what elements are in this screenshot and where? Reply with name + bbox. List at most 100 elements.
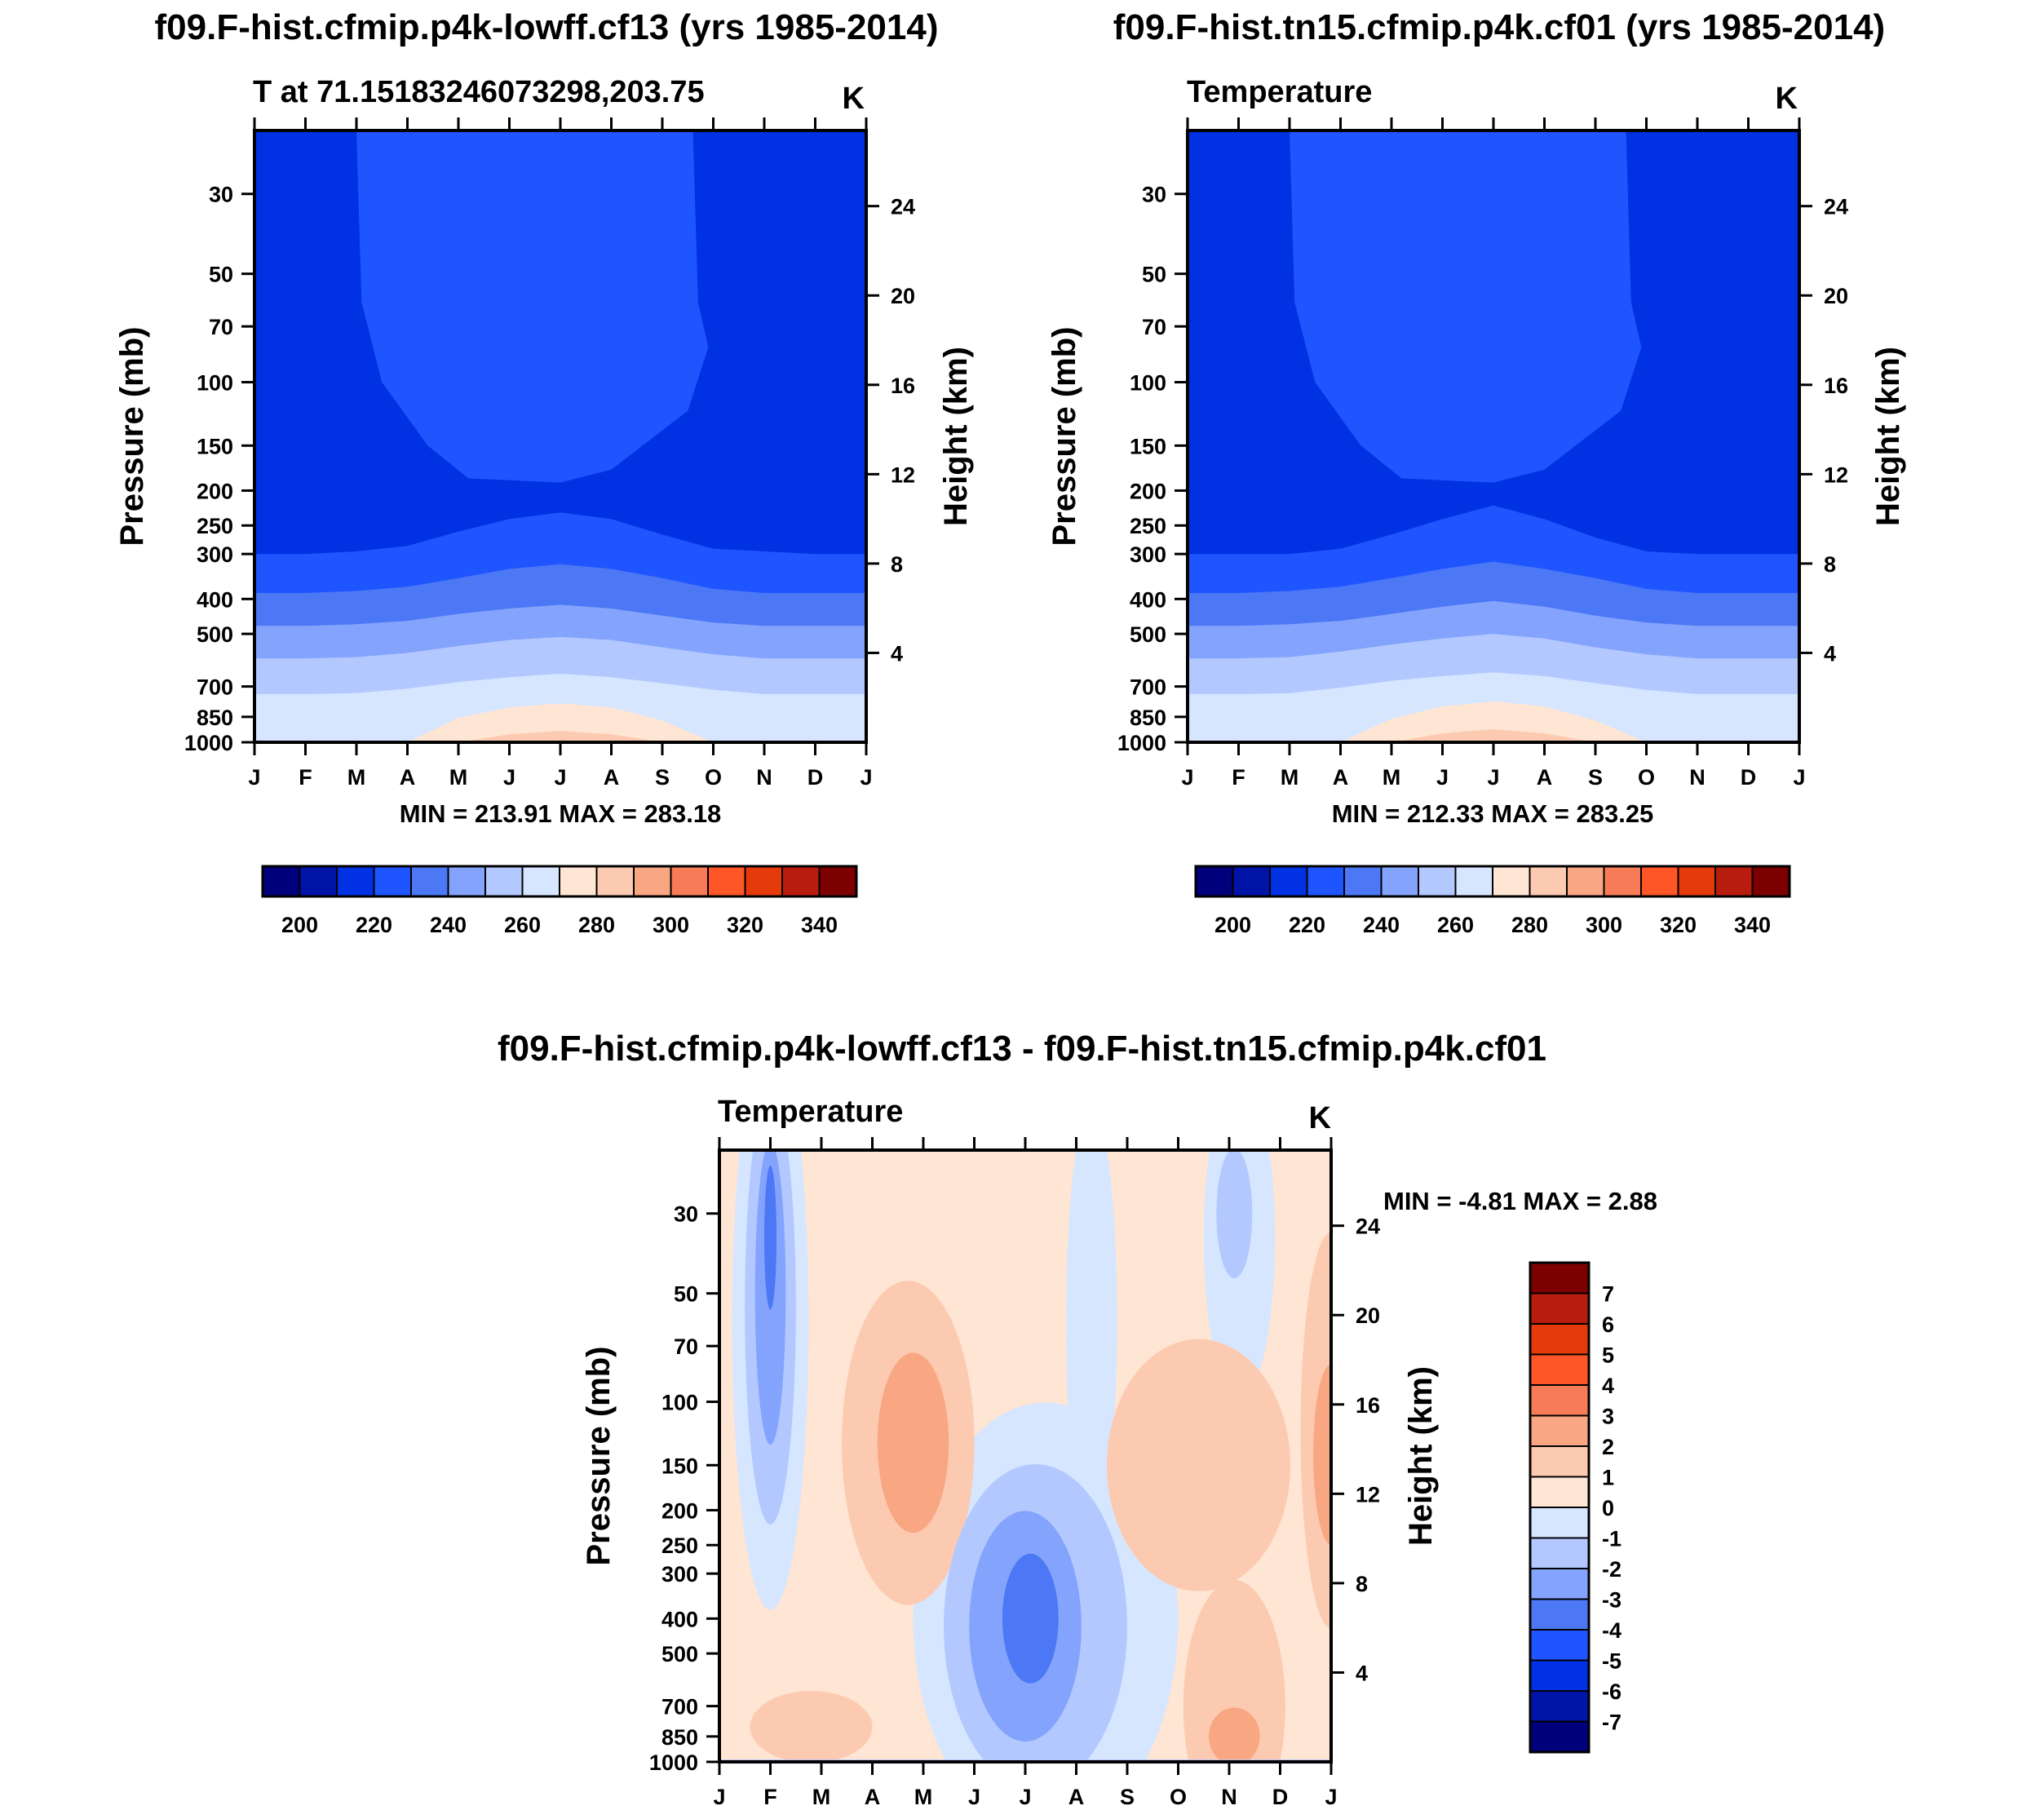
colorbar-swatch — [336, 865, 375, 897]
month-tick-label: J — [503, 765, 515, 790]
colorbar-label: 260 — [504, 913, 541, 937]
month-tick-label: F — [299, 765, 312, 790]
panel-b-subtitle: Temperature — [718, 1095, 903, 1129]
panel-b-height-axis: 24 20 16 12 8 4 — [1331, 1215, 1380, 1685]
height-tick-label: 4 — [1356, 1661, 1368, 1685]
colorbar-swatch — [262, 865, 301, 897]
colorbar-label: 320 — [727, 913, 763, 937]
height-tick-label: 20 — [1356, 1303, 1380, 1328]
month-tick-label: F — [763, 1785, 777, 1809]
colorbar-label: 220 — [356, 913, 392, 937]
panel-tl-units: K — [843, 82, 865, 116]
month-tick-label: M — [1383, 765, 1401, 790]
colorbar-frame — [261, 865, 858, 898]
colorbar-swatch — [484, 865, 524, 897]
contour-fill-band — [1188, 729, 1799, 742]
pressure-tick-label: 700 — [661, 1695, 698, 1719]
colorbar-swatch — [781, 865, 821, 897]
colorbar-swatch — [521, 865, 560, 897]
height-tick-label: 16 — [1824, 374, 1848, 398]
colorbar-swatch — [744, 865, 783, 897]
colorbar-label: 340 — [1734, 913, 1771, 937]
colorbar-swatch — [1603, 865, 1642, 897]
month-tick-label: J — [1019, 1785, 1031, 1809]
height-tick-label: 20 — [1824, 284, 1848, 308]
colorbar-swatch — [1529, 865, 1568, 897]
panel-tr-height-axis: 24 20 16 12 8 4 — [1799, 195, 1848, 666]
colorbar-swatch — [1529, 1292, 1590, 1325]
month-tick-label: A — [1537, 765, 1553, 790]
colorbar-swatch — [1418, 865, 1457, 897]
month-tick-label: D — [1741, 765, 1757, 790]
colorbar-label: 300 — [653, 913, 689, 937]
colorbar-label: -3 — [1602, 1588, 1621, 1613]
colorbar-swatch — [1269, 865, 1308, 897]
panel-tr-units: K — [1776, 82, 1798, 116]
diff-feature — [1107, 1339, 1290, 1591]
pressure-tick-label: 70 — [1142, 315, 1166, 339]
pressure-tick-label: 100 — [1130, 371, 1166, 396]
contour-fill-220 — [1290, 131, 1642, 483]
month-tick-label: N — [1689, 765, 1706, 790]
pressure-tick-label: 30 — [209, 183, 233, 207]
colorbar-swatch — [595, 865, 635, 897]
pressure-tick-label: 300 — [1130, 542, 1166, 567]
pressure-tick-label: 250 — [1130, 514, 1166, 538]
colorbar-frame — [1529, 1261, 1591, 1754]
month-tick-label: M — [914, 1785, 933, 1809]
colorbar-swatch — [373, 865, 412, 897]
colorbar-swatch — [1529, 1690, 1590, 1723]
panel-tl-height-axis: 24 20 16 12 8 4 — [866, 195, 915, 666]
height-tick-label: 8 — [891, 552, 903, 577]
panel-b-minmax: MIN = -4.81 MAX = 2.88 — [1383, 1187, 1657, 1215]
contour-fill-220 — [356, 131, 709, 483]
colorbar-label: 320 — [1660, 913, 1697, 937]
month-tick-label: D — [807, 765, 824, 790]
colorbar-label: -7 — [1602, 1710, 1621, 1735]
contour-fill-band — [254, 731, 866, 742]
month-tick-label: A — [865, 1785, 881, 1809]
month-tick-label: J — [968, 1785, 980, 1809]
colorbar-swatch — [1529, 1720, 1590, 1753]
colorbar-label: 3 — [1602, 1405, 1614, 1429]
height-tick-label: 8 — [1356, 1572, 1368, 1596]
month-tick-label: J — [248, 765, 260, 790]
month-tick-label: A — [1068, 1785, 1085, 1809]
panel-tr-minmax: MIN = 212.33 MAX = 283.25 — [1332, 799, 1654, 828]
panel-top-left: f09.F-hist.cfmip.p4k-lowff.cf13 (yrs 198… — [114, 7, 974, 828]
height-tick-label: 16 — [1356, 1393, 1380, 1418]
panel-tl-subtitle: T at 71.15183246073298,203.75 — [253, 75, 705, 109]
colorbar-label: -5 — [1602, 1649, 1621, 1674]
colorbar-swatch — [707, 865, 746, 897]
pressure-tick-label: 30 — [1142, 183, 1166, 207]
month-tick-label: A — [604, 765, 620, 790]
month-tick-label: J — [1487, 765, 1499, 790]
pressure-tick-label: 70 — [209, 315, 233, 339]
colorbar-label: 240 — [1363, 913, 1400, 937]
month-tick-label: O — [1638, 765, 1655, 790]
panel-tl-title: f09.F-hist.cfmip.p4k-lowff.cf13 (yrs 198… — [155, 7, 939, 47]
panel-tr-subtitle: Temperature — [1187, 75, 1372, 109]
diff-feature — [1002, 1553, 1059, 1684]
colorbar-swatch — [299, 865, 338, 897]
colorbar-swatch — [1529, 1507, 1590, 1539]
diff-feature — [1313, 1364, 1331, 1545]
pressure-tick-label: 200 — [1130, 479, 1166, 503]
pressure-tick-label: 100 — [661, 1391, 698, 1415]
month-tick-label: N — [1221, 1785, 1237, 1809]
colorbar-swatch — [1529, 1598, 1590, 1631]
colorbar-label: 280 — [578, 913, 615, 937]
colorbar-swatch — [1529, 1629, 1590, 1662]
month-tick-label: F — [1232, 765, 1245, 790]
contour-fill-band — [1188, 701, 1799, 742]
height-tick-label: 4 — [891, 641, 903, 666]
colorbar-swatch — [1566, 865, 1605, 897]
month-tick-label: M — [449, 765, 468, 790]
pressure-tick-label: 400 — [1130, 587, 1166, 612]
panel-b-units: K — [1309, 1101, 1332, 1135]
panel-tr-ylabel: Pressure (mb) — [1046, 327, 1082, 547]
